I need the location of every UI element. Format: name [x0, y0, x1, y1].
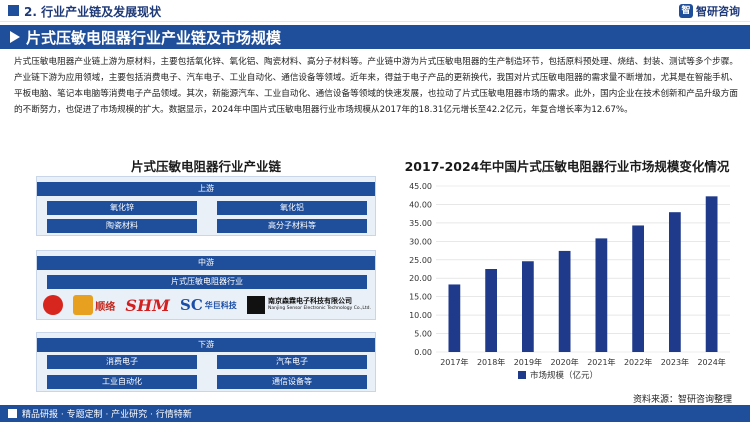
footer-bar: 精品研报 · 专题定制 · 产业研究 · 行情特新 [0, 405, 750, 422]
y-tick-label: 45.00 [409, 182, 432, 191]
bar-chart: 0.00 5.00 10.00 15.00 20.00 25.00 30.00 35.00 40… [409, 182, 730, 381]
downstream-item: 汽车电子 [217, 355, 367, 369]
upstream-item: 陶瓷材料 [47, 219, 197, 233]
y-tick-label: 40.00 [409, 200, 432, 209]
upstream-box: 上游 氧化锌 氧化铝 陶瓷材料 高分子材料等 [36, 176, 376, 236]
company-logo-1 [43, 294, 63, 316]
midstream-box: 中游 片式压敏电阻器行业 顺络 SHM SC 华巨科技 南京森霖电子科技有限公司 N… [36, 250, 376, 320]
company-logos: 顺络 SHM SC 华巨科技 南京森霖电子科技有限公司 Nanjing Sensor… [43, 293, 371, 317]
brand: 智 智研咨询 [679, 3, 740, 19]
downstream-item: 工业自动化 [47, 375, 197, 389]
brand-logo-icon: 智 [679, 4, 693, 18]
bar [558, 250, 571, 352]
company-logo-sc: SC 华巨科技 [180, 296, 237, 314]
bar [705, 196, 718, 352]
downstream-head: 下游 [37, 338, 375, 352]
upstream-head: 上游 [37, 182, 375, 196]
upstream-item: 氧化锌 [47, 201, 197, 215]
intro-paragraph: 片式压敏电阻器产业链上游为原材料，主要包括氧化锌、氧化铝、陶瓷材料、高分子材料等… [14, 57, 738, 115]
footer-text: 精品研报 · 专题定制 · 产业研究 · 行情特新 [22, 410, 192, 420]
page-title: 片式压敏电阻器行业产业链及市场规模 [26, 29, 282, 47]
y-tick-label: 35.00 [409, 219, 432, 228]
footer-square-icon [8, 409, 17, 418]
y-tick-label: 25.00 [409, 256, 432, 265]
downstream-item: 通信设备等 [217, 375, 367, 389]
downstream-box: 下游 消费电子 汽车电子 工业自动化 通信设备等 [36, 332, 376, 392]
bar [668, 212, 681, 352]
company-logo-shm: SHM [125, 295, 170, 315]
chain-title: 片式压敏电阻器行业产业链 [130, 159, 281, 174]
gold-emblem-icon [73, 295, 94, 315]
bar [595, 238, 608, 352]
red-emblem-icon [43, 295, 63, 315]
y-tick-label: 10.00 [409, 311, 432, 320]
chart-title: 2017-2024年中国片式压敏电阻器行业市场规模变化情况 [404, 159, 730, 174]
x-tick-label: 2023年 [661, 357, 689, 367]
x-tick-label: 2017年 [440, 357, 468, 367]
bar [632, 225, 645, 352]
y-tick-label: 30.00 [409, 237, 432, 246]
x-tick-label: 2020年 [550, 357, 578, 367]
upstream-item: 高分子材料等 [217, 219, 367, 233]
source-note: 资料来源：智研咨询整理 [632, 395, 732, 405]
upstream-item: 氧化铝 [217, 201, 367, 215]
y-tick-label: 5.00 [414, 330, 432, 339]
x-tick-label: 2022年 [624, 357, 652, 367]
x-tick-label: 2018年 [477, 357, 505, 367]
nanjing-mark-icon [246, 296, 265, 314]
company-logo-nanjing: 南京森霖电子科技有限公司 Nanjing Sensor Electronic Te… [246, 294, 371, 316]
y-tick-label: 20.00 [409, 274, 432, 283]
section-square-icon [8, 5, 19, 16]
legend-label: 市场规模（亿元） [530, 370, 598, 381]
play-triangle-icon [10, 31, 20, 43]
y-tick-label: 15.00 [409, 293, 432, 302]
legend-swatch [518, 371, 526, 379]
x-tick-label: 2019年 [514, 357, 542, 367]
midstream-industry: 片式压敏电阻器行业 [47, 275, 367, 289]
x-tick-label: 2021年 [587, 357, 615, 367]
top-bar: 2. 行业产业链及发展现状 智 智研咨询 [0, 0, 750, 22]
company-logo-2: 顺络 [73, 294, 115, 316]
bar [448, 284, 461, 352]
bar [485, 269, 498, 352]
title-bar: 片式压敏电阻器行业产业链及市场规模 [0, 25, 750, 49]
bar [521, 261, 534, 352]
y-tick-label: 0.00 [414, 348, 432, 357]
brand-name: 智研咨询 [696, 5, 740, 18]
downstream-item: 消费电子 [47, 355, 197, 369]
section-title: 2. 行业产业链及发展现状 [24, 5, 162, 19]
midstream-head: 中游 [37, 256, 375, 270]
x-tick-label: 2024年 [697, 357, 725, 367]
